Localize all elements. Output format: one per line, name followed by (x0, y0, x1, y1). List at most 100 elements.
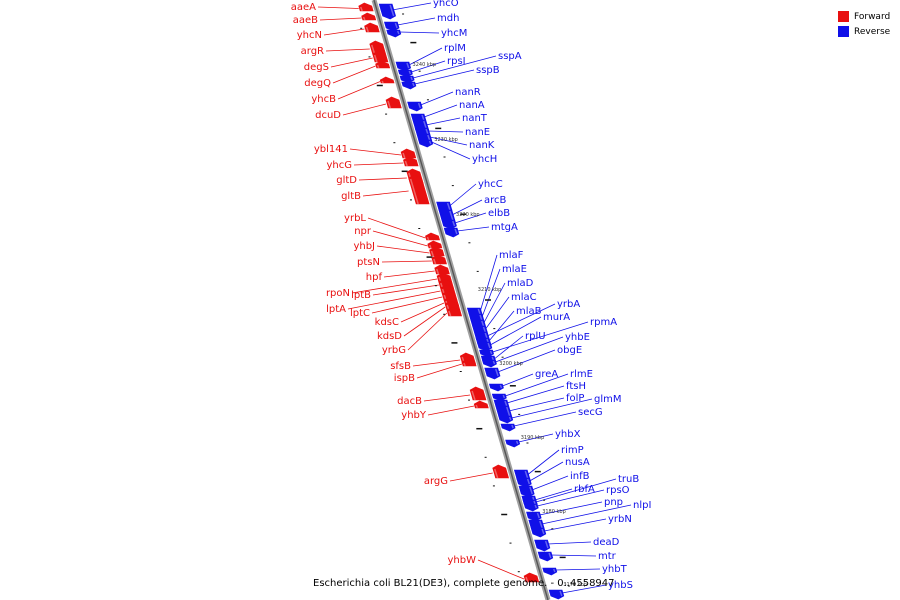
reverse-gene-feature (542, 567, 558, 576)
reverse-gene-label: secG (578, 407, 603, 418)
leader-line (534, 488, 573, 501)
leader-line (544, 518, 607, 532)
reverse-gene-label: pnp (604, 497, 623, 508)
gene-shading (481, 320, 485, 327)
gene-shading (533, 500, 536, 505)
forward-gene-label: degS (304, 62, 329, 73)
leader-line (323, 28, 365, 36)
label-leader-lines (317, 2, 632, 594)
gene-shading (479, 314, 483, 321)
gene-shading (506, 406, 511, 417)
reverse-gene-label: mdh (437, 13, 459, 24)
leader-line (420, 91, 454, 106)
forward-gene-label: argR (301, 46, 324, 57)
legend-item-reverse: Reverse (838, 24, 890, 39)
forward-gene-label: argG (424, 476, 448, 487)
forward-gene-label: lptC (350, 308, 370, 319)
leader-line (337, 81, 381, 100)
leader-line (372, 230, 428, 247)
gene-shading (492, 360, 496, 365)
gene-shading (536, 512, 540, 519)
leader-line (535, 478, 617, 503)
leader-line (342, 103, 387, 116)
leader-line (529, 461, 564, 482)
forward-gene-feature (358, 2, 374, 12)
reverse-gene-label: yrbA (557, 299, 580, 310)
gene-shading (426, 236, 430, 241)
reverse-gene-feature (488, 383, 504, 392)
reverse-gene-feature (516, 477, 532, 488)
reverse-gene-label: sspA (498, 51, 522, 62)
gene-shading (381, 80, 384, 84)
leader-line (376, 245, 430, 254)
reverse-gene-feature (418, 139, 434, 148)
leader-line (351, 278, 438, 294)
reverse-gene-feature (518, 485, 535, 498)
forward-gene-feature (385, 96, 402, 109)
leader-line (347, 290, 441, 310)
forward-gene-feature (446, 306, 463, 317)
tick-label: 3240 kbp (413, 62, 437, 68)
gene-shading (502, 394, 506, 399)
reverse-gene-label: arcB (484, 195, 507, 206)
forward-gene-label: yhcB (311, 94, 336, 105)
leader-line (451, 199, 483, 216)
reverse-gene-feature (476, 341, 493, 352)
reverse-gene-feature (479, 349, 495, 358)
leader-line (511, 398, 593, 419)
genome-caption: Escherichia coli BL21(DE3), complete gen… (313, 578, 615, 589)
leader-line (493, 335, 524, 360)
leader-line (423, 394, 471, 402)
reverse-gene-label: deaD (593, 537, 620, 548)
reverse-gene-label: glmM (594, 394, 622, 405)
leader-line (513, 411, 577, 427)
leader-line (399, 31, 440, 34)
reverse-gene-label: nanT (462, 113, 488, 124)
leader-line (367, 217, 426, 239)
leader-line (349, 148, 402, 156)
leader-line (381, 260, 432, 263)
leader-line (541, 504, 632, 525)
tick-label: 3190 kbp (521, 435, 545, 441)
gene-shading (541, 528, 545, 535)
leader-line (488, 310, 515, 342)
reverse-gene-label: nanR (455, 87, 481, 98)
leader-line (449, 183, 477, 207)
leader-line (353, 162, 404, 166)
gene-shading (433, 258, 437, 265)
reverse-gene-label: yhcO (433, 0, 459, 9)
gene-shading (394, 22, 398, 29)
forward-gene-label: yhcN (297, 30, 322, 41)
leader-line (425, 117, 461, 126)
forward-gene-feature (523, 572, 540, 583)
gene-features (358, 2, 565, 600)
reverse-gene-feature (378, 3, 396, 20)
leader-line (497, 349, 556, 373)
reverse-gene-feature (443, 227, 460, 238)
tick-label: 3200 kbp (499, 361, 523, 367)
forward-gene-label: rpoN (326, 288, 350, 299)
gene-shading (511, 424, 514, 429)
gene-shading (449, 210, 454, 221)
reverse-gene-label: mtgA (491, 222, 518, 233)
gene-shading (429, 244, 432, 249)
forward-gene-feature (427, 240, 443, 249)
reverse-gene-label: nanK (469, 140, 495, 151)
forward-gene-label: dacB (397, 396, 422, 407)
reverse-gene-feature (395, 61, 412, 72)
gene-shading (412, 82, 415, 87)
forward-gene-feature (434, 264, 450, 275)
reverse-gene-label: yhbS (608, 580, 633, 591)
gene-shading (508, 416, 512, 421)
leader-line (489, 316, 542, 346)
gene-shading (559, 590, 563, 597)
gene-shading (495, 368, 499, 377)
gene-shading (406, 62, 410, 69)
gene-shading (553, 568, 556, 573)
forward-gene-feature (372, 50, 389, 63)
forward-gene-label: yhbY (401, 410, 427, 421)
reverse-gene-label: yhcH (472, 154, 497, 165)
reverse-gene-label: yhbX (555, 429, 581, 440)
reverse-gene-label: yhcM (441, 28, 467, 39)
